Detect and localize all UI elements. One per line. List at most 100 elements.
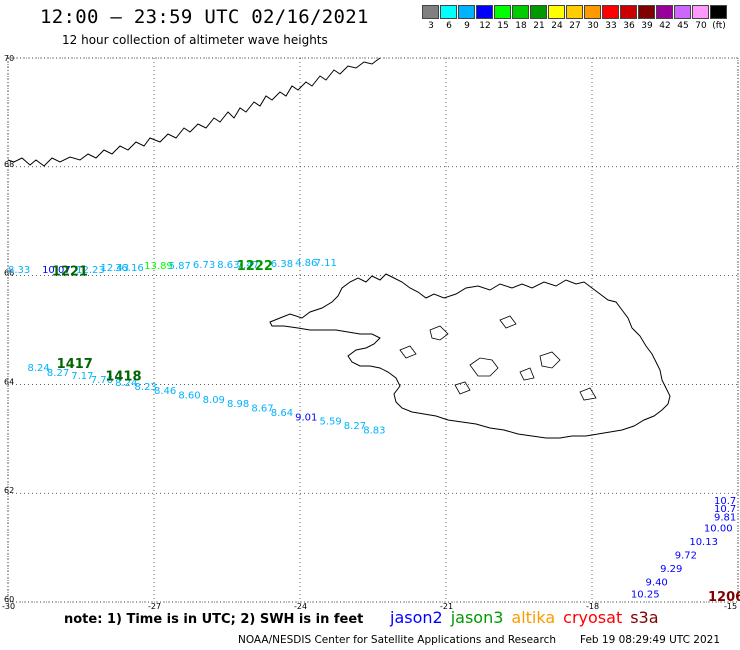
latitude-tick-label: 66 (4, 269, 14, 278)
pass-time-label: 1206 (708, 590, 740, 605)
pass-time-label: 1417 (57, 357, 93, 372)
generated-timestamp: Feb 19 08:29:49 UTC 2021 (580, 634, 720, 646)
wave-height-value: 8.67 (251, 404, 273, 415)
legend-swatch (656, 5, 673, 19)
iceland-coast-detail (499, 315, 517, 329)
wave-height-value: 9.81 (714, 512, 736, 523)
wave-height-value: 12.23 (76, 265, 105, 276)
wave-height-value: 10.7 (714, 504, 736, 515)
legend-swatch (692, 5, 709, 19)
legend-label: 15 (497, 21, 509, 31)
legend-swatch (476, 5, 493, 19)
map-frame (7, 57, 739, 603)
wave-height-value: 8.33 (8, 265, 30, 276)
wave-height-value: 9.40 (646, 578, 668, 589)
iceland-lake (469, 357, 499, 377)
wave-height-value: 12.43 (100, 263, 129, 274)
legend-label: 70 (695, 21, 707, 31)
wave-height-value: 7.76 (91, 375, 113, 386)
wave-height-value: 10.00 (704, 523, 733, 534)
wave-height-value: 8.24 (115, 378, 137, 389)
wave-height-value: 7.11 (315, 258, 337, 269)
iceland-lake (579, 387, 597, 401)
legend-swatch (638, 5, 655, 19)
wave-height-value: 10.25 (631, 590, 660, 601)
legend-swatch (548, 5, 565, 19)
legend-label: 18 (515, 21, 527, 31)
longitude-tick-label: -21 (440, 602, 453, 611)
legend-label: 12 (479, 21, 491, 31)
wave-height-value: 8.09 (203, 395, 225, 406)
legend-label: 45 (677, 21, 689, 31)
legend-color-bar (422, 5, 728, 19)
iceland-coast-detail (429, 325, 449, 341)
iceland-lake (399, 345, 417, 359)
legend-label: 3 (428, 21, 434, 31)
pass-time-label: 1221 (52, 265, 88, 280)
axis-ticks: -30 -27 -24 -21 -18 -15 70 68 66 64 62 60 (2, 54, 737, 611)
map-title: 12:00 — 23:59 UTC 02/16/2021 (40, 6, 369, 28)
satellite-name: jason2 (390, 608, 443, 627)
greenland-coastline (7, 57, 381, 167)
grid-lines (7, 57, 739, 603)
satellite-name: altika (511, 608, 556, 627)
wave-height-value: 6.73 (193, 260, 215, 271)
wave-height-value: 10.13 (689, 537, 718, 548)
legend-label: 33 (605, 21, 617, 31)
legend-swatch (530, 5, 547, 19)
wave-height-value: 8.23 (135, 382, 157, 393)
latitude-tick-label: 64 (4, 377, 14, 386)
legend-swatch (512, 5, 529, 19)
wave-height-value: 8.46 (154, 386, 176, 397)
longitude-tick-label: -18 (586, 602, 599, 611)
legend-label: 6 (446, 21, 452, 31)
satellite-name: cryosat (563, 608, 623, 627)
pass-time-label: 1418 (105, 370, 141, 385)
iceland-lake (519, 367, 535, 381)
wave-height-value: 8.27 (344, 421, 366, 432)
iceland-lake (454, 381, 471, 395)
longitude-tick-label: -30 (2, 602, 15, 611)
legend-label: 9 (464, 21, 470, 31)
legend-labels: 3 6 9 12 15 18 21 24 27 30 33 36 39 42 45 70 (ft) (422, 21, 728, 31)
wave-height-value: 8.63 (217, 260, 239, 271)
wave-height-value: 9.72 (675, 550, 697, 561)
map-subtitle: 12 hour collection of altimeter wave hei… (62, 33, 328, 47)
legend-swatch (440, 5, 457, 19)
legend-label: 30 (587, 21, 599, 31)
satellite-legend: jason2 jason3 altika cryosat s3a (390, 608, 667, 627)
wave-height-value: 9.01 (295, 412, 317, 423)
satellite-name: jason3 (450, 608, 504, 627)
legend-swatch (422, 5, 439, 19)
latitude-tick-label: 68 (4, 160, 14, 169)
legend-swatch (566, 5, 583, 19)
legend-label: (ft) (712, 21, 726, 31)
longitude-tick-label: -24 (294, 602, 307, 611)
footnote: note: 1) Time is in UTC; 2) SWH is in fe… (64, 612, 364, 627)
wave-height-value: 8.98 (227, 399, 249, 410)
wave-height-value: 6.38 (271, 259, 293, 270)
longitude-tick-label: -15 (724, 602, 737, 611)
legend-swatch (494, 5, 511, 19)
latitude-tick-label: 70 (4, 54, 14, 63)
wave-height-value: 10.7 (714, 496, 736, 507)
legend-swatch (674, 5, 691, 19)
legend-label: 27 (569, 21, 581, 31)
legend-swatch (458, 5, 475, 19)
iceland-coastline (269, 273, 671, 439)
wave-height-value: 8.60 (178, 391, 200, 402)
wave-height-value: 9.29 (660, 564, 682, 575)
legend-swatch (584, 5, 601, 19)
legend-label: 42 (659, 21, 671, 31)
wave-height-value: 8.24 (27, 363, 49, 374)
latitude-tick-label: 60 (4, 595, 14, 604)
legend-swatch (710, 5, 727, 19)
iceland-lake (539, 351, 561, 369)
longitude-tick-label: -27 (148, 602, 161, 611)
wave-height-value: 10.07 (42, 265, 71, 276)
color-legend: 3 6 9 12 15 18 21 24 27 30 33 36 39 42 45 70 (ft) (422, 5, 728, 31)
wave-height-value: 5.87 (169, 261, 191, 272)
latitude-tick-label: 62 (4, 486, 14, 495)
legend-swatch (602, 5, 619, 19)
